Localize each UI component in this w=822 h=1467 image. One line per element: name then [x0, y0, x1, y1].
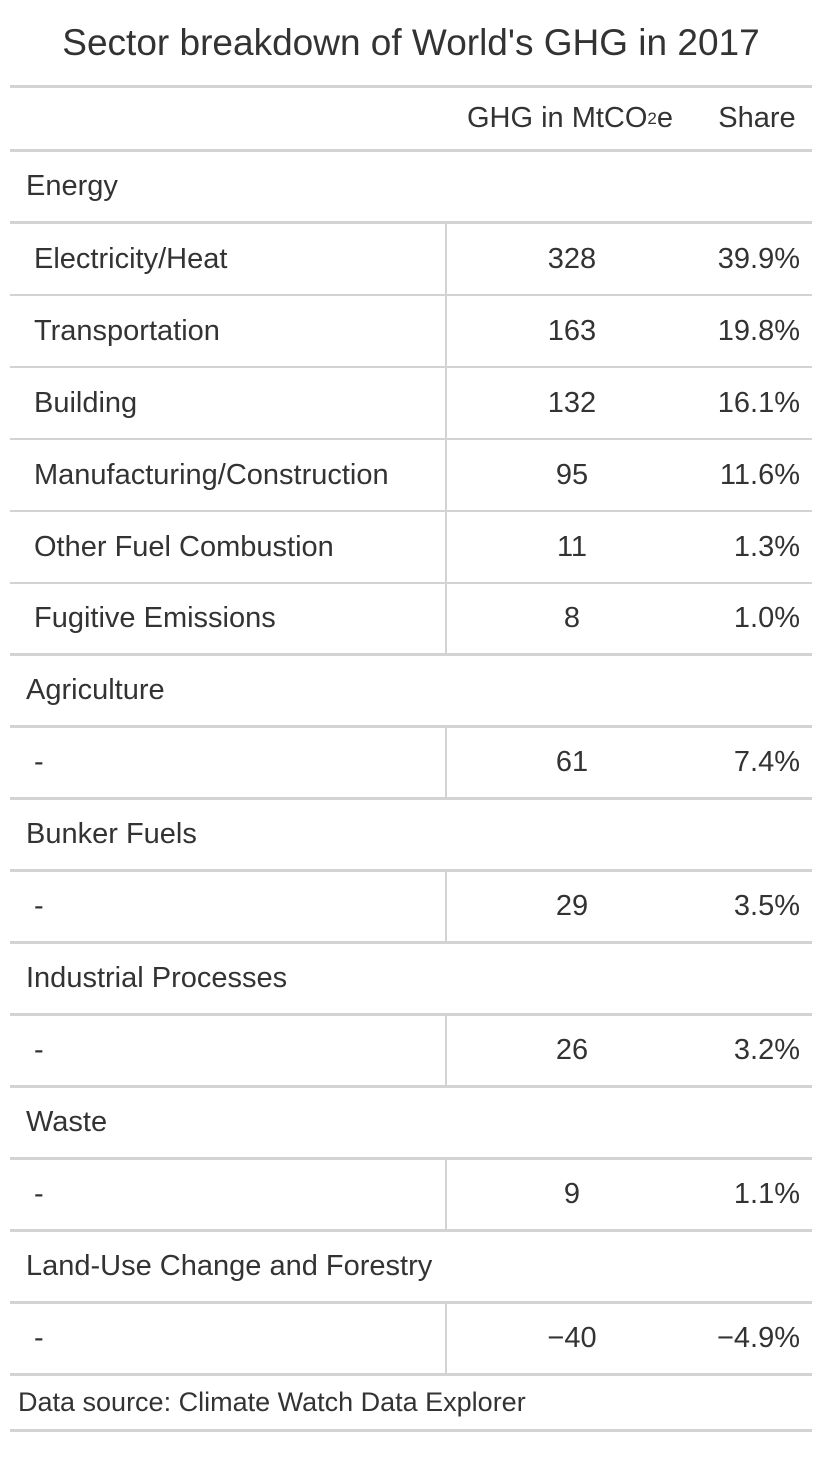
row-share-value: 39.9% — [717, 242, 800, 275]
column-divider — [445, 512, 447, 582]
row-ghg-value: 29 — [555, 890, 589, 922]
table-row: Building 132 16.1% — [10, 368, 812, 440]
row-share-value: 3.2% — [733, 1034, 800, 1066]
row-ghg-value: 132 — [547, 386, 597, 419]
table-row: - 26 3.2% — [10, 1016, 812, 1088]
column-header-ghg-subscript: 2 — [647, 108, 657, 128]
row-share-value: 19.8% — [717, 314, 800, 347]
row-ghg-value: −40 — [547, 1322, 597, 1354]
column-divider — [445, 368, 447, 438]
group-header: Industrial Processes — [10, 944, 812, 1016]
row-label: Other Fuel Combustion — [34, 530, 334, 563]
table-title: Sector breakdown of World's GHG in 2017 — [10, 0, 812, 88]
group-header: Energy — [10, 152, 812, 224]
row-ghg-value: 9 — [563, 1178, 581, 1210]
row-label: Transportation — [34, 314, 220, 347]
column-divider — [445, 224, 447, 294]
column-divider — [445, 1016, 447, 1085]
table-row: Other Fuel Combustion 11 1.3% — [10, 512, 812, 584]
row-ghg-value: 11 — [556, 530, 588, 563]
row-share-value: −4.9% — [716, 1322, 800, 1354]
table-row: - 61 7.4% — [10, 728, 812, 800]
row-ghg-value: 8 — [563, 602, 581, 634]
row-share-value: 7.4% — [733, 746, 800, 778]
table-body: Energy Electricity/Heat 328 39.9% Transporta… — [10, 152, 812, 1376]
group-header: Land-Use Change and Forestry — [10, 1232, 812, 1304]
column-divider — [445, 296, 447, 366]
table-row: - −40 −4.9% — [10, 1304, 812, 1376]
column-divider — [445, 1304, 447, 1373]
column-divider — [445, 872, 447, 941]
table-row: Electricity/Heat 328 39.9% — [10, 224, 812, 296]
column-divider — [445, 584, 447, 653]
row-ghg-value: 61 — [555, 746, 589, 778]
row-label: - — [34, 746, 44, 778]
column-divider — [445, 728, 447, 797]
table-source-note: Data source: Climate Watch Data Explorer — [10, 1376, 812, 1432]
row-ghg-value: 163 — [547, 314, 597, 347]
row-share-value: 3.5% — [733, 890, 800, 922]
row-label: Fugitive Emissions — [34, 602, 276, 634]
row-label: - — [34, 1178, 44, 1210]
group-header: Agriculture — [10, 656, 812, 728]
table-row: Fugitive Emissions 8 1.0% — [10, 584, 812, 656]
table-row: - 29 3.5% — [10, 872, 812, 944]
row-share-value: 1.3% — [733, 530, 800, 563]
group-header: Waste — [10, 1088, 812, 1160]
column-header-ghg-prefix: GHG in MtCO — [466, 102, 648, 134]
group-header: Bunker Fuels — [10, 800, 812, 872]
table-row: Manufacturing/Construction 95 11.6% — [10, 440, 812, 512]
column-header-ghg: GHG in MtCO 2 e — [450, 88, 690, 149]
row-share-value: 1.0% — [733, 602, 800, 634]
column-divider — [445, 1160, 447, 1229]
column-header-ghg-suffix: e — [656, 102, 674, 134]
row-ghg-value: 328 — [547, 242, 597, 275]
column-divider — [445, 440, 447, 510]
row-share-value: 16.1% — [717, 386, 800, 419]
column-header-share: Share — [718, 102, 796, 134]
row-label: Electricity/Heat — [34, 242, 228, 275]
row-label: - — [34, 890, 44, 922]
table-header: GHG in MtCO 2 e Share — [10, 88, 812, 152]
row-label: - — [34, 1034, 44, 1066]
row-share-value: 11.6% — [719, 458, 800, 491]
row-label: Manufacturing/Construction — [34, 458, 389, 491]
row-label: - — [34, 1322, 44, 1354]
row-ghg-value: 95 — [555, 458, 589, 491]
row-share-value: 1.1% — [733, 1178, 800, 1210]
row-ghg-value: 26 — [555, 1034, 589, 1066]
table-row: - 9 1.1% — [10, 1160, 812, 1232]
table-row: Transportation 163 19.8% — [10, 296, 812, 368]
row-label: Building — [34, 386, 138, 419]
